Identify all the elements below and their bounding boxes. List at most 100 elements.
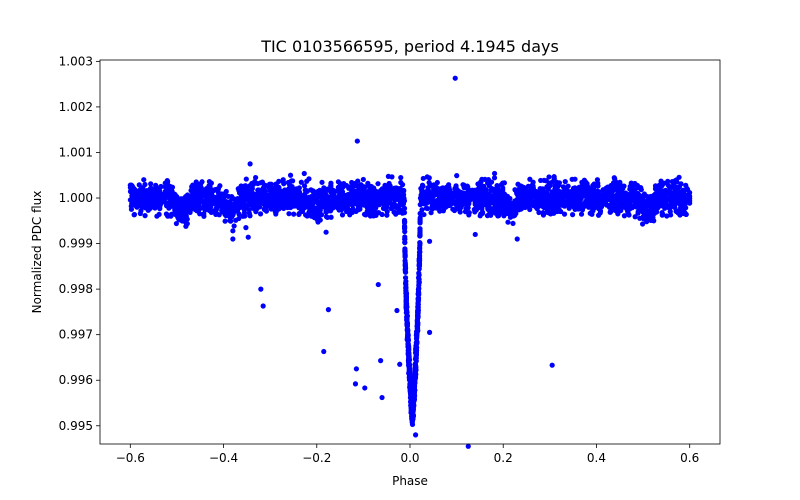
data-point	[640, 198, 646, 204]
data-point	[255, 191, 261, 197]
data-point	[488, 198, 494, 205]
data-point	[131, 186, 137, 192]
data-point	[452, 185, 458, 192]
data-point	[680, 193, 687, 200]
data-point	[223, 188, 229, 195]
x-tick-label: −0.4	[209, 451, 238, 465]
data-point	[622, 195, 628, 202]
data-point	[164, 212, 170, 218]
data-point	[246, 207, 252, 213]
outlier-point	[247, 161, 253, 167]
data-point	[504, 210, 510, 216]
data-point	[356, 192, 362, 199]
data-point	[336, 207, 342, 213]
data-point	[149, 192, 155, 198]
data-point	[568, 195, 574, 201]
data-point	[635, 208, 641, 215]
data-point	[456, 201, 462, 207]
data-point	[632, 181, 638, 188]
data-point	[527, 198, 534, 204]
data-point	[324, 214, 331, 221]
data-point	[416, 285, 422, 291]
data-point	[414, 326, 421, 332]
data-point	[652, 183, 659, 189]
data-point	[280, 178, 286, 185]
data-point	[323, 194, 329, 200]
y-tick-label: 0.995	[59, 419, 93, 433]
data-point	[412, 375, 418, 381]
data-point	[407, 377, 413, 383]
data-point	[423, 205, 430, 211]
data-point	[416, 262, 422, 268]
data-point	[380, 195, 386, 201]
data-point	[408, 396, 414, 402]
data-point	[206, 179, 213, 185]
outlier-point	[245, 234, 251, 240]
data-point	[242, 213, 248, 219]
data-point	[273, 181, 279, 187]
data-point	[521, 191, 527, 197]
data-point	[610, 180, 617, 186]
data-point	[212, 209, 218, 215]
data-point	[266, 181, 273, 187]
data-point	[656, 196, 662, 203]
data-point	[401, 187, 407, 194]
outlier-point	[452, 75, 458, 81]
data-point	[416, 272, 422, 278]
data-point	[649, 196, 655, 202]
data-point	[406, 347, 412, 353]
data-point	[556, 199, 562, 206]
data-point	[193, 179, 199, 185]
data-point	[148, 181, 154, 187]
x-tick-label: 0.0	[400, 451, 419, 465]
data-point	[403, 310, 409, 316]
outlier-point	[321, 348, 327, 355]
data-point	[600, 187, 606, 193]
data-point	[411, 383, 417, 389]
data-point	[544, 209, 550, 215]
data-point	[432, 188, 438, 194]
data-point	[409, 414, 416, 421]
data-point	[474, 187, 480, 193]
data-point	[158, 183, 164, 190]
data-point	[546, 194, 552, 200]
data-point	[367, 191, 373, 198]
data-point	[407, 384, 413, 390]
data-point	[157, 197, 163, 204]
data-point	[496, 207, 502, 213]
data-point	[500, 196, 506, 202]
data-point	[283, 203, 289, 209]
data-point	[157, 206, 163, 212]
data-point	[479, 176, 485, 182]
data-point	[588, 209, 594, 215]
data-point	[597, 210, 603, 216]
outlier-point	[230, 236, 236, 242]
data-point	[379, 199, 385, 205]
data-point	[164, 178, 170, 184]
data-point	[641, 191, 648, 197]
data-point	[417, 240, 423, 246]
data-point	[457, 209, 463, 215]
data-point	[527, 202, 533, 208]
data-point	[153, 182, 159, 188]
data-point	[416, 253, 423, 259]
data-point	[510, 220, 516, 227]
data-point	[330, 196, 337, 202]
data-point	[231, 205, 237, 211]
data-point	[662, 187, 669, 193]
data-point	[463, 190, 469, 197]
data-point	[321, 201, 327, 207]
data-point	[340, 198, 346, 204]
data-point	[129, 190, 135, 196]
data-point	[398, 175, 404, 181]
data-point	[191, 184, 197, 191]
data-point	[673, 208, 679, 214]
data-point	[639, 203, 645, 209]
data-point	[192, 199, 199, 205]
data-point	[142, 213, 148, 219]
data-point	[335, 179, 341, 185]
outlier-point	[378, 358, 384, 364]
data-point	[416, 280, 422, 286]
chart-title: TIC 0103566595, period 4.1945 days	[260, 37, 559, 56]
data-point	[558, 208, 564, 215]
